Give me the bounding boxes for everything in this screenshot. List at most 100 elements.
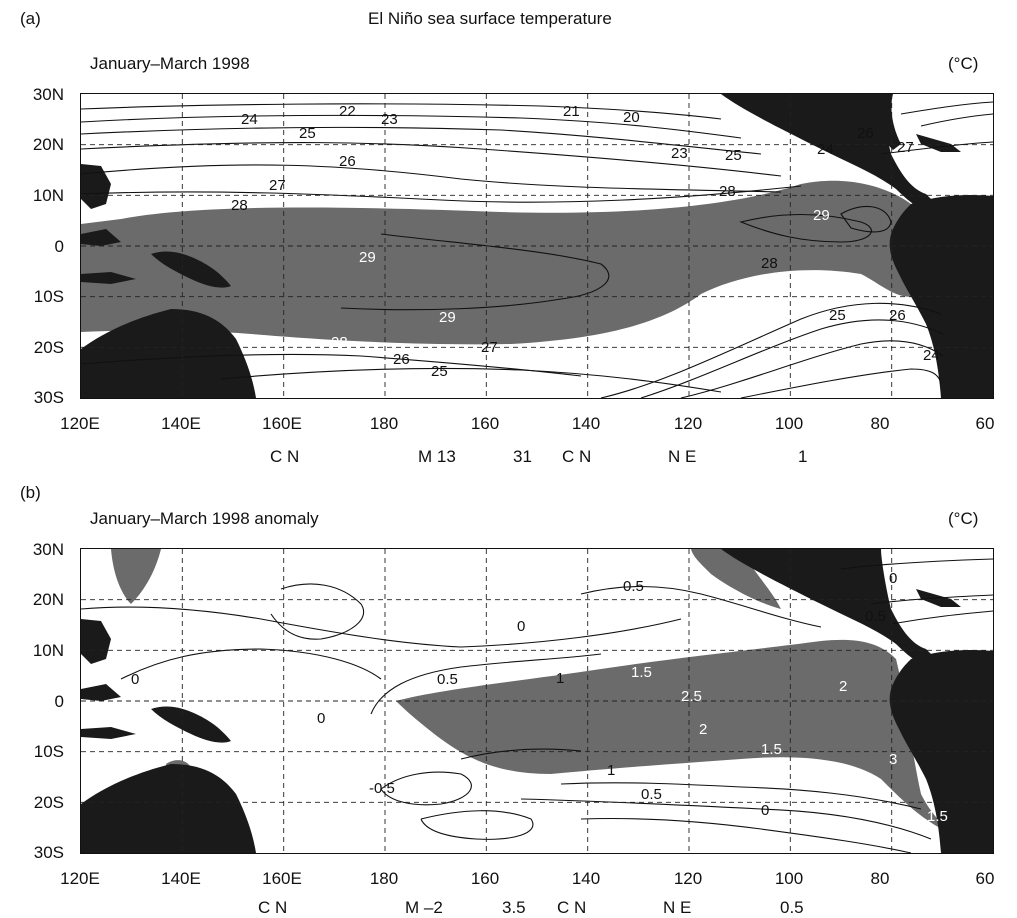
contour-label: 26 [339,153,356,170]
x-tick: 120E [60,869,100,888]
land-new-guinea [151,251,231,288]
panel-b-legend-1: C N [258,898,288,917]
contour-label: 27 [481,339,498,356]
x-tick: 180 [369,869,399,888]
y-tick: 30N [32,540,64,559]
land-philippines [81,164,111,209]
x-tick: 160E [262,414,302,433]
panel-a-unit: (°C) [948,54,979,73]
contour-label: 28 [719,183,736,200]
contour-label: 0 [761,802,769,819]
contour-label: 27 [897,139,914,156]
panel-a-legend-1: C N [270,447,300,466]
panel-a-contour-labels: 22 24 23 25 21 20 26 23 25 27 28 29 28 2… [231,103,940,380]
x-tick: 160E [262,869,302,888]
panel-a-tag: (a) [20,9,41,28]
land-australia [81,309,256,398]
panel-a-legend-5: N E [668,447,697,466]
x-tick: 100 [774,869,804,888]
anomaly-patch-ne [691,549,781,609]
x-tick: 80 [870,869,890,888]
contour-label: 24 [241,111,258,128]
panel-b-legend-2: M –2 [405,898,443,917]
land-philippines [81,619,111,664]
contour-label: 28 [761,255,778,272]
x-tick: 140E [161,414,201,433]
x-tick: 60 [975,869,995,888]
panel-a-legend-4: C N [562,447,592,466]
contour-label: 27 [269,177,286,194]
land-central-america [721,94,951,219]
x-tick: 120E [60,414,100,433]
panel-b-subtitle: January–March 1998 anomaly [90,509,319,528]
contour-label: 25 [829,307,846,324]
y-tick: 10N [32,186,64,205]
contour-label: 0.5 [865,608,886,625]
panel-b-legend-5: N E [663,898,692,917]
land-australia [81,764,256,853]
contour-label: 25 [299,125,316,142]
contour-label: 2 [699,721,707,738]
panel-a-legend-2: M 13 [418,447,456,466]
warm-pool-region [81,180,921,345]
x-tick: 60 [975,414,995,433]
contour-label: 24 [817,141,834,158]
contour-label: 0.5 [623,578,644,595]
land-indonesia [81,684,136,739]
contour-label: 1 [556,670,564,687]
x-tick: 80 [870,414,890,433]
contour-label: 25 [725,147,742,164]
anomaly-patch-w [111,549,161,604]
y-tick: 10S [33,287,64,306]
contour-label: 0 [317,710,325,727]
y-tick: 0 [54,237,64,256]
x-tick: 180 [369,414,399,433]
contour-label: 0 [517,618,525,635]
panel-b-legend-4: C N [557,898,587,917]
figure-title: El Niño sea surface temperature [368,9,612,28]
y-tick: 30S [33,843,64,862]
x-tick: 120 [673,414,703,433]
panel-b-grid [81,549,993,853]
land-new-guinea [151,706,231,743]
contour-label: 1.5 [927,808,948,825]
y-tick: 20N [32,590,64,609]
panel-b-legend-6: 0.5 [780,898,804,917]
panel-a-map: 22 24 23 25 21 20 26 23 25 27 28 29 28 2… [80,93,994,399]
anomaly-region [396,639,946,831]
panel-b-legend-3: 3.5 [502,898,526,917]
x-tick: 140E [161,869,201,888]
contour-label: 29 [439,309,456,326]
panel-a-legend-3: 31 [513,447,532,466]
panel-a-legend-6: 1 [798,447,808,466]
x-tick: 140 [571,414,601,433]
panel-b-contour-labels: 0.5 0 0 0 0.5 1 1.5 2.5 2 2 1.5 3 1.5 1 … [131,570,948,825]
contour-label: 2 [839,678,847,695]
contour-label: 29 [359,249,376,266]
x-tick: 100 [774,414,804,433]
contour-label: 26 [889,307,906,324]
x-tick: 140 [571,869,601,888]
contour-label: 3 [889,751,897,768]
contour-label: 24 [923,347,940,364]
contour-label: 28 [331,334,348,351]
panel-b-tag: (b) [20,483,41,502]
panel-b-contours [81,558,993,853]
land-central-america [721,549,951,674]
y-tick: 20S [33,338,64,357]
x-tick: 120 [673,869,703,888]
contour-label: 23 [671,145,688,162]
contour-label: 0 [131,671,139,688]
contour-label: 28 [231,197,248,214]
y-tick: 10N [32,641,64,660]
contour-label: 1 [607,762,615,779]
x-tick: 160 [470,414,500,433]
contour-label: 22 [339,103,356,120]
y-tick: 30S [33,388,64,407]
contour-label: -0.5 [369,780,395,797]
land-south-america [889,194,993,398]
y-tick: 30N [32,85,64,104]
contour-label: 26 [857,125,874,142]
panel-b-map: 0.5 0 0 0 0.5 1 1.5 2.5 2 2 1.5 3 1.5 1 … [80,548,994,854]
contour-label: 1.5 [631,664,652,681]
